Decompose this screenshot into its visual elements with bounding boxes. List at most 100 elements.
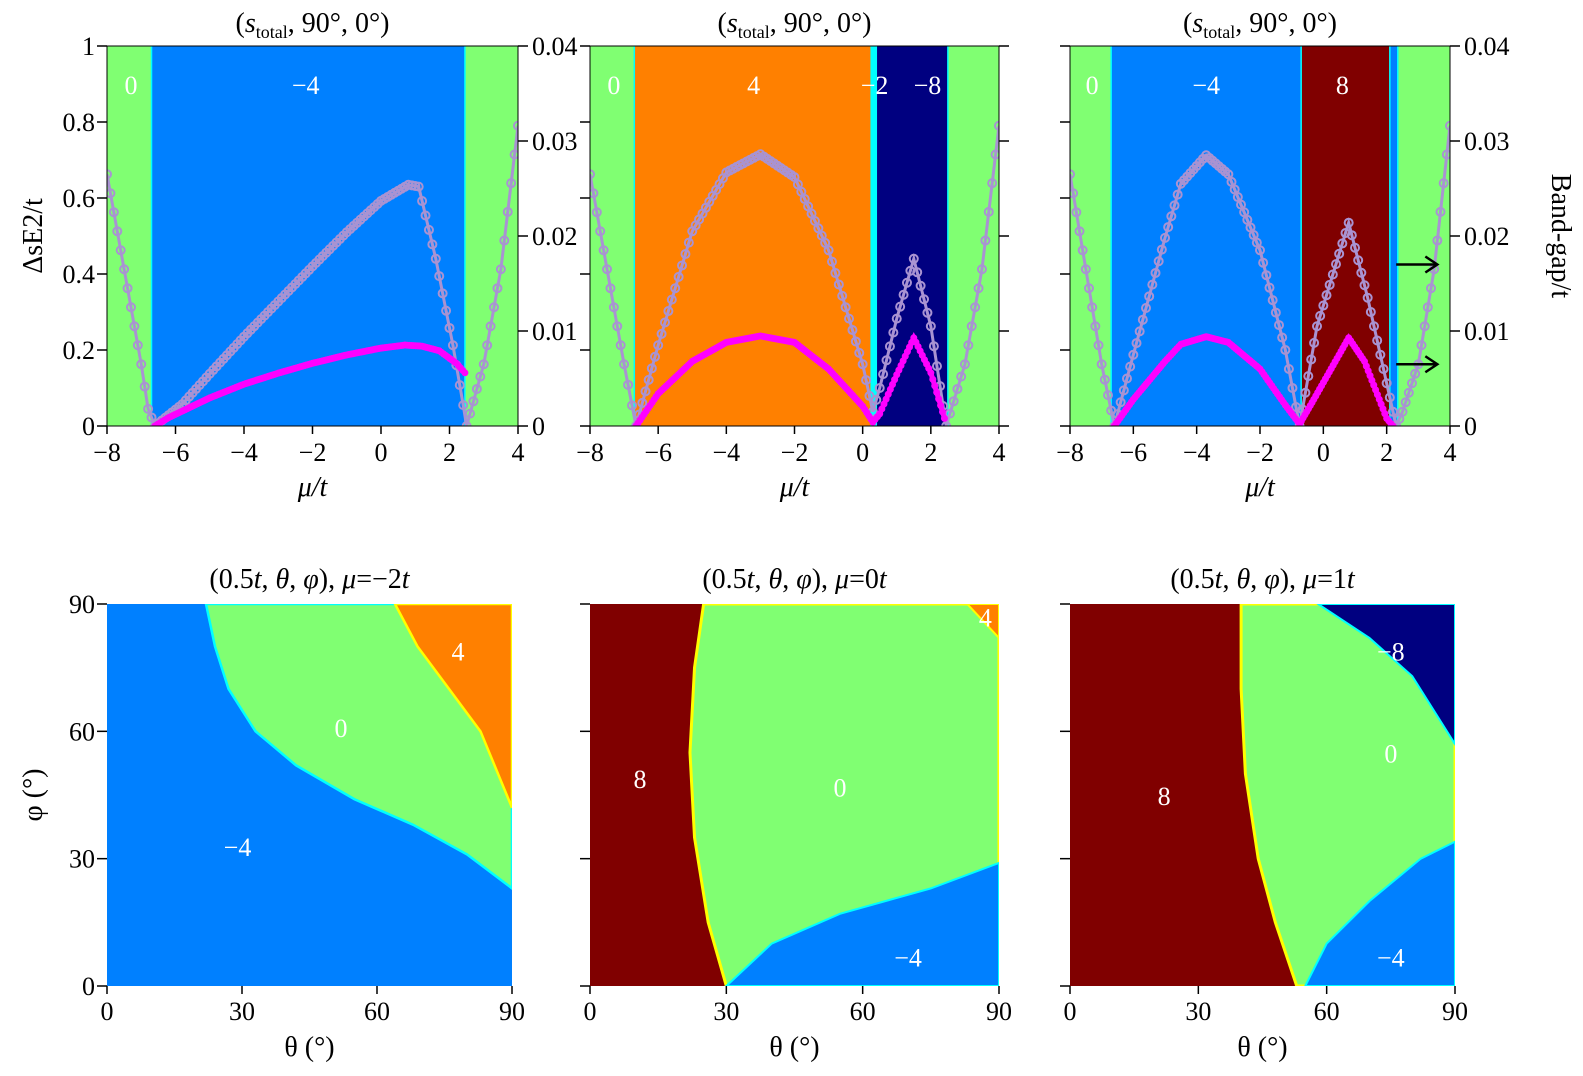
phase-region — [947, 46, 999, 426]
chern-number-label: −4 — [1377, 943, 1405, 972]
phase-region — [1397, 46, 1450, 426]
chern-number-label: 0 — [1086, 71, 1099, 100]
band-gap-point — [417, 196, 428, 207]
x-tick-label: 4 — [993, 438, 1006, 467]
x-tick-label: −2 — [781, 438, 809, 467]
band-gap-point — [1080, 264, 1091, 275]
band-gap-point — [132, 340, 143, 351]
band-gap-point — [485, 321, 496, 332]
band-gap-point — [656, 328, 667, 339]
band-gap-point — [891, 313, 902, 324]
band-gap-point — [1359, 280, 1370, 291]
band-gap-point — [427, 239, 438, 250]
band-gap-point — [1153, 256, 1164, 267]
x-tick-label: −6 — [1119, 438, 1147, 467]
band-gap-point — [919, 294, 930, 305]
band-gap-point — [1099, 374, 1110, 385]
delta-point — [935, 395, 943, 403]
x-axis-label: μ/t — [779, 472, 811, 503]
band-gap-line — [1070, 125, 1450, 426]
band-gap-point — [475, 371, 486, 382]
band-gap-point — [495, 264, 506, 275]
y-tick-label: 0 — [82, 972, 95, 1001]
band-gap-point — [107, 188, 116, 199]
y2-tick-label: 0 — [1464, 412, 1477, 441]
band-gap-point — [1169, 200, 1180, 211]
band-gap-point — [941, 421, 952, 426]
band-gap-point — [980, 235, 991, 246]
y-tick-label: 30 — [69, 845, 95, 874]
panel-title: (stotal, 90°, 0°) — [1183, 8, 1337, 42]
phase-region — [393, 604, 512, 809]
panel-bottom-right: 8 0 −8 −4 0 30 60 90 (0.5t, θ, φ), μ=1t θ (°) — [1060, 564, 1468, 1063]
band-gap-point — [458, 400, 469, 411]
band-gap-point — [1122, 373, 1132, 384]
band-gap-point — [1343, 217, 1354, 228]
chern-number-label: 4 — [979, 604, 992, 633]
x-tick-label: −2 — [1246, 438, 1274, 467]
band-gap-point — [959, 359, 970, 370]
band-gap-point — [112, 226, 123, 237]
x-tick-label: 0 — [1064, 997, 1077, 1026]
band-gap-point — [1438, 178, 1449, 189]
band-gap-point — [987, 178, 998, 189]
chern-number-label: −2 — [861, 71, 889, 100]
band-gap-point — [963, 340, 974, 351]
band-gap-point — [1128, 349, 1139, 360]
band-gap-point — [591, 207, 602, 218]
band-gap-point — [643, 374, 654, 385]
band-gap-point — [1115, 397, 1126, 408]
band-gap-point — [895, 301, 906, 312]
band-gap-point — [830, 268, 841, 279]
band-gap-point — [465, 408, 476, 419]
band-gap-point — [1315, 310, 1326, 321]
band-gap-point — [673, 271, 684, 282]
band-gap-point — [840, 302, 851, 313]
band-gap-point — [602, 264, 613, 275]
band-gap-point — [1353, 255, 1364, 266]
band-gap-point — [489, 302, 500, 313]
y-tick-label: 1 — [82, 32, 95, 61]
band-gap-point — [461, 421, 472, 426]
band-gap-point — [928, 341, 939, 352]
band-gap-point — [1144, 291, 1155, 302]
chern-number-label: 8 — [633, 765, 646, 794]
chern-number-label: 8 — [1336, 71, 1349, 100]
band-gap-point — [1388, 406, 1398, 417]
band-gap-point — [115, 245, 126, 256]
band-gap-point — [1270, 307, 1281, 318]
band-gap-point — [482, 340, 493, 351]
phase-region — [634, 46, 872, 426]
y-tick-label: 0.2 — [63, 336, 96, 365]
band-gap-point — [506, 178, 517, 189]
delta-point — [933, 388, 941, 396]
band-gap-point — [423, 224, 434, 235]
band-gap-point — [1331, 259, 1341, 270]
phase-region — [1304, 840, 1455, 986]
plot-area — [1070, 604, 1455, 986]
band-gap-point — [627, 400, 638, 411]
band-gap-point — [1356, 267, 1367, 278]
x-tick-label: −4 — [1183, 438, 1211, 467]
x-tick-label: 90 — [499, 997, 525, 1026]
band-gap-point — [1118, 385, 1129, 396]
x-tick-label: 60 — [364, 997, 390, 1026]
y2-tick-label: 0.03 — [1464, 127, 1510, 156]
band-gap-point — [1156, 244, 1167, 255]
panel-title: (stotal, 90°, 0°) — [236, 8, 390, 42]
x-tick-label: 60 — [850, 997, 876, 1026]
band-gap-point — [413, 181, 424, 192]
band-gap-point — [1369, 321, 1379, 332]
y2-tick-label: 0.02 — [1464, 222, 1510, 251]
band-gap-point — [1093, 340, 1104, 351]
band-gap-point — [861, 375, 872, 386]
band-gap-point — [826, 256, 837, 267]
panel-title: (0.5t, θ, φ), μ=0t — [702, 564, 888, 595]
band-gap-point — [107, 169, 112, 180]
band-gap-point — [608, 302, 619, 313]
band-gap-point — [640, 386, 651, 397]
band-gap-point — [650, 351, 661, 362]
phase-region — [1389, 46, 1398, 426]
phase-region — [204, 604, 512, 890]
band-gap-point — [615, 340, 626, 351]
